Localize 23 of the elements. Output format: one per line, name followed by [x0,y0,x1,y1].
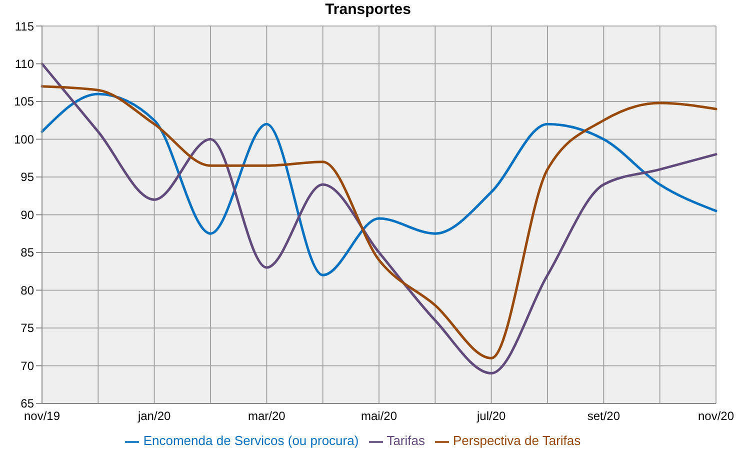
line-series [40,92,718,276]
y-tick-label: 75 [20,321,34,336]
y-tick-label: 65 [20,396,34,411]
y-tick-label: 90 [20,208,34,222]
y-tick-label: 80 [20,283,34,298]
legend-label: Tarifas [386,433,425,448]
x-tick-label: set/20 [587,408,620,423]
x-tick-label: nov/19 [24,408,60,423]
x-tick-label: jan/20 [136,408,172,423]
y-tick-label: 95 [20,170,34,184]
y-tick-label: 85 [20,246,34,260]
chart-title: Transportes [324,0,412,20]
legend-label: Encomenda de Servicos (ou procura) [143,433,359,448]
legend-label: Perspectiva de Tarifas [452,433,581,448]
y-tick-label: 100 [14,132,34,146]
y-tick-label: 110 [14,57,34,72]
x-tick-label: nov/20 [698,408,734,423]
y-tick-label: 105 [14,94,34,109]
y-tick-label: 115 [14,19,34,34]
y-tick-label: 70 [20,358,34,373]
x-tick-label: mai/20 [360,408,398,423]
x-tick-label: mar/20 [248,408,286,423]
x-tick-label: jul/20 [476,408,506,423]
